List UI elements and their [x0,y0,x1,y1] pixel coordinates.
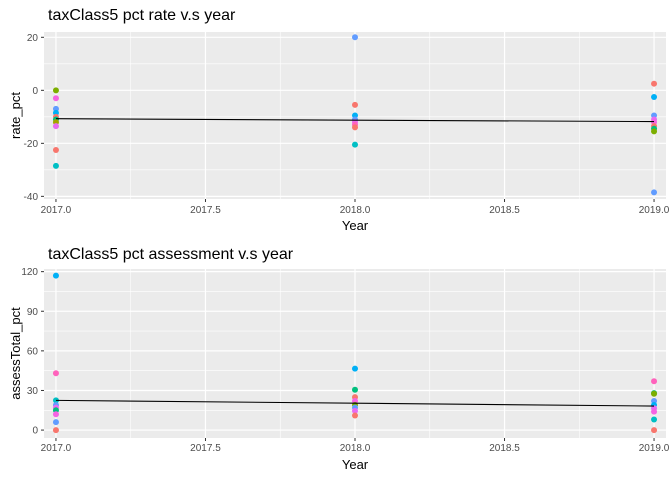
y-tick-label: -40 [24,192,39,203]
y-tick-label: 30 [27,386,39,397]
data-point [52,419,59,426]
trend-line [55,118,655,123]
data-point [52,411,59,418]
y-tick-label: 90 [27,307,39,318]
panel-1: 2017.0 2017.5 2018.0 2018.5 2019.0 20 0 -20 -40 t… [8,7,670,233]
data-point [52,87,59,94]
y-tick-label: 0 [32,426,38,437]
data-point [651,128,658,135]
x-tick-label: 2019.0 [639,205,670,216]
x-tick-label: 2018.5 [489,443,520,454]
data-point [352,386,358,393]
data-point [651,93,658,100]
x-tick-label: 2017.5 [190,443,221,454]
x-tick-label: 2017.5 [190,205,221,216]
data-point [52,272,59,279]
x-axis-title: Year [342,218,369,233]
data-point [651,378,658,385]
x-tick-label: 2017.0 [41,205,72,216]
data-point [651,189,658,196]
data-point [352,365,358,372]
data-point [651,390,658,397]
y-tick-label: 20 [27,33,39,44]
chart-title: taxClass5 pct assessment v.s year [48,246,294,263]
x-tick-label: 2019.0 [639,443,670,454]
y-axis-title: rate_pct [8,92,23,139]
chart-title: taxClass5 pct rate v.s year [48,7,236,24]
data-point [52,123,59,130]
y-tick-label: 0 [32,86,38,97]
data-point [52,95,59,102]
data-point [352,407,358,414]
x-tick-label: 2017.0 [41,443,72,454]
data-point [651,427,658,434]
data-point [352,141,358,148]
y-tick-label: 120 [21,267,38,278]
data-point [52,427,59,434]
data-point [352,34,358,41]
x-tick-label: 2018.0 [340,443,371,454]
data-point [52,146,59,153]
data-point [352,124,358,131]
data-point [651,416,658,423]
trend-line [55,399,655,407]
x-tick-label: 2018.5 [489,205,520,216]
data-point [352,101,358,108]
y-tick-label: -20 [24,139,39,150]
panel-2: 2017.0 2017.5 2018.0 2018.5 2019.0 120 90 60 30 0… [8,246,670,472]
data-point [52,162,59,169]
data-point [52,370,59,377]
x-axis-title: Year [342,457,369,472]
x-tick-label: 2018.0 [340,205,371,216]
y-tick-label: 60 [27,346,39,357]
data-point [651,80,658,87]
data-point [352,412,358,419]
y-axis-title: assessTotal_pct [8,307,23,400]
data-point [651,408,658,415]
